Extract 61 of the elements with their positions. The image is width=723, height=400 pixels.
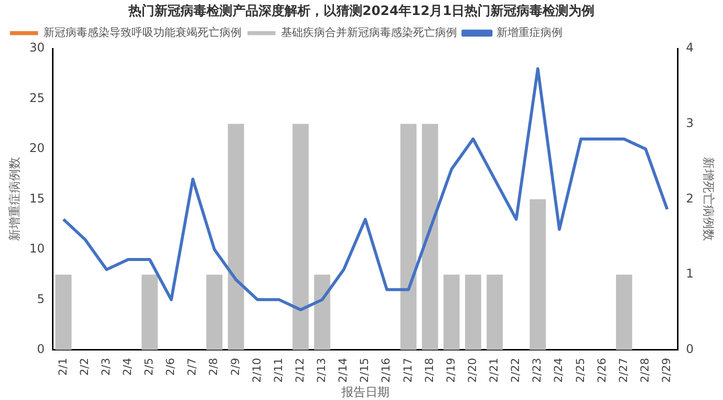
bar xyxy=(530,199,546,350)
x-tick-label: 2/5 xyxy=(142,358,156,376)
bar xyxy=(616,274,632,350)
x-tick-label: 2/7 xyxy=(186,358,199,376)
y-tick-label: 5 xyxy=(37,292,45,306)
bar xyxy=(443,274,460,350)
x-tick-label: 2/17 xyxy=(401,358,414,383)
x-tick-label: 2/14 xyxy=(336,358,350,383)
x-tick-label: 2/26 xyxy=(595,358,608,383)
y2-tick-label: 3 xyxy=(686,116,694,130)
x-tick-label: 2/28 xyxy=(638,358,652,383)
bar xyxy=(228,124,244,350)
x-tick-label: 2/19 xyxy=(444,358,458,383)
bar xyxy=(55,274,72,350)
x-tick-label: 2/4 xyxy=(120,358,134,376)
x-tick-label: 2/16 xyxy=(380,358,393,383)
y2-tick-label: 4 xyxy=(686,40,694,55)
x-tick-label: 2/21 xyxy=(488,358,501,383)
x-tick-label: 2/29 xyxy=(660,358,674,383)
x-axis-title: 报告日期 xyxy=(340,384,390,399)
x-tick-label: 2/24 xyxy=(552,358,566,383)
x-tick-label: 2/2 xyxy=(78,358,91,376)
bar xyxy=(422,124,438,350)
legend-label: 新冠病毒感染导致呼吸功能衰竭死亡病例 xyxy=(44,26,242,39)
x-tick-label: 2/18 xyxy=(422,358,436,383)
legend-label: 基础疾病合并新冠病毒感染死亡病例 xyxy=(281,26,457,39)
y-tick-label: 20 xyxy=(29,141,45,156)
x-tick-label: 2/8 xyxy=(207,358,220,376)
x-tick-label: 2/20 xyxy=(466,358,479,383)
y-tick-label: 25 xyxy=(29,90,45,105)
y2-axis-title: 新增死亡病例数 xyxy=(702,157,716,242)
x-tick-label: 2/1 xyxy=(56,358,70,376)
y-tick-label: 10 xyxy=(29,242,45,256)
x-tick-label: 2/12 xyxy=(293,358,306,383)
y2-tick-label: 2 xyxy=(686,191,694,206)
x-tick-label: 2/3 xyxy=(99,358,112,376)
x-tick-label: 2/25 xyxy=(574,358,587,383)
bar xyxy=(314,274,330,350)
legend-label: 新增重症病例 xyxy=(496,26,562,39)
x-tick-label: 2/13 xyxy=(315,358,328,383)
y-tick-label: 30 xyxy=(29,40,45,55)
y-tick-label: 0 xyxy=(37,342,45,356)
y-tick-label: 15 xyxy=(29,191,45,206)
bar xyxy=(142,274,158,350)
y-axis-title: 新增重症病例数 xyxy=(7,157,22,242)
x-tick-label: 2/6 xyxy=(164,358,178,376)
x-tick-label: 2/9 xyxy=(228,358,242,376)
x-tick-label: 2/15 xyxy=(358,358,372,383)
bar xyxy=(400,124,417,350)
x-tick-label: 2/23 xyxy=(530,358,544,383)
y2-tick-label: 1 xyxy=(686,266,694,281)
y2-tick-label: 0 xyxy=(686,342,694,356)
x-tick-label: 2/11 xyxy=(272,358,285,383)
x-tick-label: 2/27 xyxy=(616,358,630,383)
bar xyxy=(465,274,482,350)
bar xyxy=(292,124,309,350)
bar xyxy=(206,274,222,350)
x-tick-label: 2/22 xyxy=(509,358,522,383)
chart-title: 热门新冠病毒检测产品深度解析，以猜测2024年12月1日热门新冠病毒检测为例 xyxy=(127,3,595,20)
x-tick-label: 2/10 xyxy=(250,358,264,383)
bar xyxy=(486,274,503,350)
